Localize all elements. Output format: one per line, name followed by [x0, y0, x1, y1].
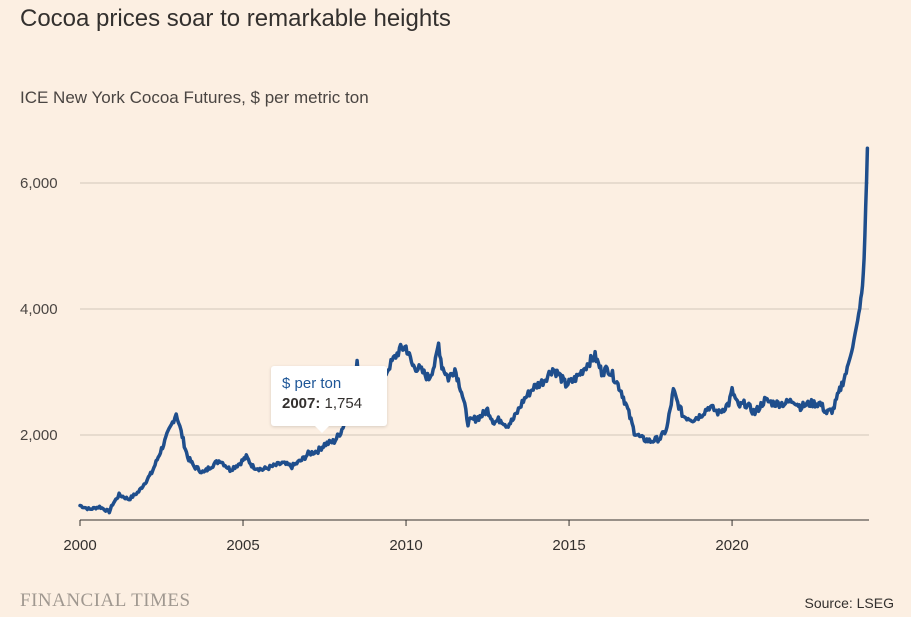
tooltip-row: 2007: 1,754 [282, 395, 376, 412]
chart-subtitle: ICE New York Cocoa Futures, $ per metric… [20, 88, 369, 107]
y-tick-label: 4,000 [20, 301, 58, 318]
hover-tooltip: $ per ton 2007: 1,754 [271, 366, 387, 433]
x-tick-label: 2005 [226, 537, 259, 554]
ft-logo: FINANCIAL TIMES [20, 590, 191, 611]
y-tick-label: 6,000 [20, 175, 58, 192]
x-axis: 2000 2005 2010 2015 2020 [63, 519, 869, 554]
tooltip-year: 2007: [282, 395, 321, 412]
series-group [78, 146, 870, 515]
x-tick-label: 2010 [389, 537, 422, 554]
tooltip-title: $ per ton [282, 375, 342, 392]
grid-lines [80, 182, 869, 436]
price-line [78, 146, 870, 515]
source-note: Source: LSEG [804, 595, 895, 611]
y-tick-label: 2,000 [20, 427, 58, 444]
x-tick-label: 2015 [552, 537, 585, 554]
tooltip-value: 1,754 [324, 395, 363, 412]
y-axis-ticks: 2,000 4,000 6,000 [20, 175, 58, 444]
x-tick-label: 2000 [63, 537, 96, 554]
x-tick-label: 2020 [715, 537, 748, 554]
chart-title: Cocoa prices soar to remarkable heights [20, 5, 451, 32]
